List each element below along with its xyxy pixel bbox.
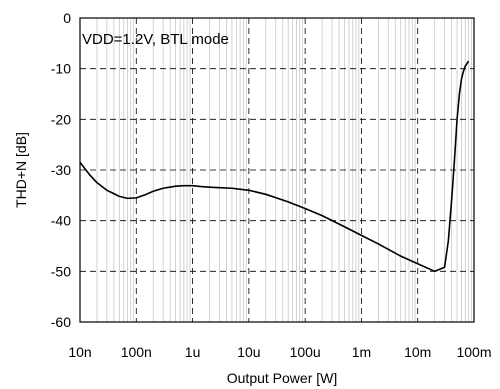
plot-frame — [79, 17, 475, 323]
y-tick-label: -20 — [51, 111, 71, 127]
x-tick-label: 1u — [185, 344, 201, 360]
series-layer — [79, 60, 470, 273]
tick-labels: 0 -10 -20 -30 -40 -50 -60 10n 100n 1u 10u 100u 1m 10m… — [51, 10, 492, 360]
x-axis-label: Output Power [W] — [227, 370, 337, 386]
x-tick-label: 100n — [121, 344, 152, 360]
x-tick-label: 10u — [237, 344, 260, 360]
x-tick-label: 10n — [68, 344, 91, 360]
y-tick-label: -40 — [51, 213, 71, 229]
x-tick-label: 100u — [290, 344, 321, 360]
x-tick-label: 10m — [404, 344, 431, 360]
y-tick-label: -60 — [51, 314, 71, 330]
x-tick-label: 100m — [456, 344, 491, 360]
y-axis-label: THD+N [dB] — [13, 132, 29, 208]
grid-layer — [80, 18, 474, 322]
y-tick-label: 0 — [63, 10, 71, 26]
series-line-thd — [79, 60, 470, 273]
y-tick-label: -10 — [51, 61, 71, 77]
annotation-label: VDD=1.2V, BTL mode — [82, 31, 229, 48]
y-tick-label: -30 — [51, 162, 71, 178]
y-tick-label: -50 — [51, 263, 71, 279]
x-tick-label: 1m — [352, 344, 371, 360]
plot-border — [79, 17, 475, 323]
